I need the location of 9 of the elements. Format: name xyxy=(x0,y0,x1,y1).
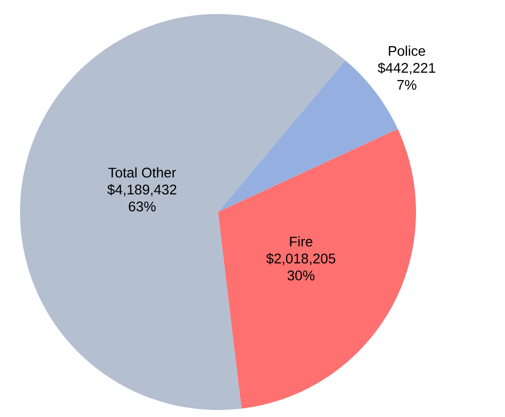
text: 30% xyxy=(288,270,314,280)
text: 63% xyxy=(128,202,156,212)
text: $442,221 xyxy=(378,62,436,74)
slice-label: Police xyxy=(388,46,426,56)
text: $4,189,432 xyxy=(107,184,176,196)
slice-label: Total Other xyxy=(108,167,176,178)
text: $2,018,205 xyxy=(266,253,336,266)
text: 7% xyxy=(397,80,416,90)
slice-label: Fire xyxy=(290,236,312,247)
